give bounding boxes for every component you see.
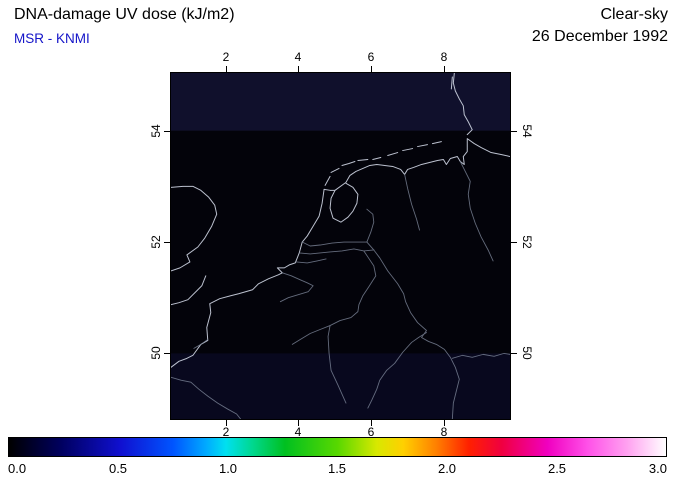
lon-tick-label: 4 — [294, 425, 302, 439]
colorbar-tick-label: 2.0 — [437, 461, 457, 476]
coastline-wadden-mainland — [323, 138, 510, 191]
tick-mark — [164, 353, 170, 354]
colorbar-tick-label: 2.5 — [547, 461, 567, 476]
map-canvas — [171, 73, 510, 419]
lon-tick-label: 8 — [440, 425, 448, 439]
colorbar-tick-label: 1.0 — [218, 461, 238, 476]
page-title: DNA-damage UV dose (kJ/m2) — [14, 6, 235, 23]
river-moselle — [367, 332, 427, 409]
colorbar-tick-label: 0.0 — [8, 461, 27, 476]
tick-mark — [226, 66, 227, 72]
south-data-band — [171, 353, 510, 419]
lon-tick-label: 6 — [367, 425, 375, 439]
tick-mark — [511, 131, 517, 132]
source-label: MSR - KNMI — [14, 31, 90, 46]
lon-tick-label: 4 — [294, 50, 302, 64]
rivers — [171, 161, 510, 419]
colorbar-tick-label: 3.0 — [648, 461, 667, 476]
tick-mark — [511, 353, 517, 354]
river-weser — [459, 161, 494, 262]
lon-tick-label: 8 — [440, 50, 448, 64]
river-ijssel — [366, 208, 375, 243]
lat-tick-label: 52 — [520, 235, 534, 249]
tick-mark — [298, 420, 299, 426]
tick-mark — [164, 131, 170, 132]
river-scheldt — [279, 272, 314, 303]
north-data-band — [171, 73, 510, 131]
river-sambre — [291, 325, 331, 345]
date-label: 26 December 1992 — [531, 28, 668, 45]
tick-mark — [164, 242, 170, 243]
lat-tick-label: 50 — [149, 346, 163, 360]
tick-mark — [226, 420, 227, 426]
tick-mark — [371, 420, 372, 426]
river-lek — [301, 241, 375, 251]
colorbar-tick-label: 0.5 — [108, 461, 128, 476]
lon-tick-label: 6 — [367, 50, 375, 64]
coastline-england — [171, 185, 218, 272]
tick-mark — [444, 66, 445, 72]
lon-tick-label: 2 — [222, 50, 230, 64]
river-main — [451, 352, 510, 359]
coastline-kent — [171, 275, 207, 306]
tick-mark — [444, 420, 445, 426]
lat-tick-label: 54 — [520, 124, 534, 138]
river-meuse — [327, 250, 377, 404]
lat-tick-label: 52 — [149, 235, 163, 249]
tick-mark — [371, 66, 372, 72]
lat-tick-label: 50 — [520, 346, 534, 360]
coastline-continental — [171, 188, 325, 368]
river-ems — [404, 173, 420, 231]
map-panel: 2 4 6 8 2 4 6 8 54 52 50 54 52 50 — [149, 50, 534, 439]
lat-tick-label: 54 — [149, 124, 163, 138]
lon-tick-label: 2 — [222, 425, 230, 439]
coastline-ijsselmeer — [329, 182, 359, 223]
colorbar-tick-label: 1.5 — [327, 461, 347, 476]
river-rhine — [373, 249, 460, 419]
coastlines — [171, 73, 510, 368]
delta-channel — [295, 258, 327, 264]
river-seine — [171, 376, 242, 419]
colorbar-gradient — [8, 437, 667, 457]
tick-mark — [511, 242, 517, 243]
river-somme — [193, 339, 209, 349]
river-waal — [298, 248, 375, 255]
sky-condition-label: Clear-sky — [600, 6, 668, 23]
coastline-wadden-islands — [324, 76, 453, 186]
tick-mark — [298, 66, 299, 72]
coastline-schleswig — [452, 73, 473, 136]
